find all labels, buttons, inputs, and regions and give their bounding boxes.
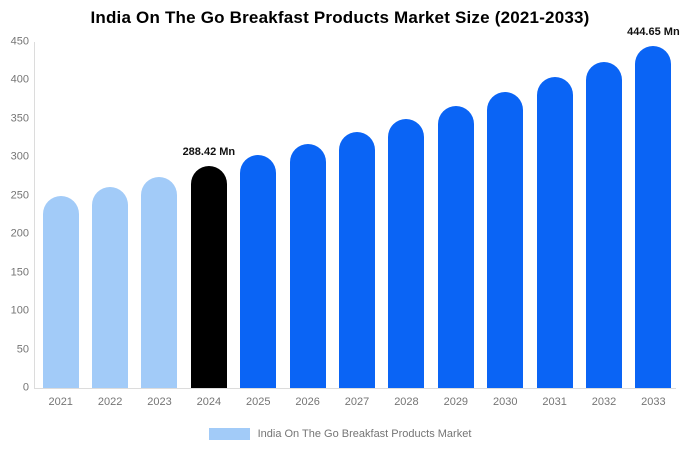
bar-column-2021 [36,42,85,388]
bar-column-2026 [283,42,332,388]
x-axis-label-2025: 2025 [246,396,271,408]
bar-column-2033: 444.65 Mn [627,27,680,388]
bar-2024 [190,166,227,388]
bar-2030 [487,92,524,388]
y-axis-label: 350 [10,112,29,125]
bar-2023 [141,176,178,388]
x-axis-label-2033: 2033 [641,396,666,408]
bar-2033 [635,46,672,388]
bar-column-2029 [431,42,480,388]
y-axis-label: 100 [10,304,29,317]
bar-2022 [92,186,129,388]
y-axis-label: 200 [10,227,29,240]
legend[interactable]: India On The Go Breakfast Products Marke… [0,428,680,440]
x-axis-label-2023: 2023 [147,396,172,408]
y-axis-label: 0 [22,381,29,394]
bar-2028 [388,119,425,388]
x-axis: 2021 2022 2023 2024 2025 2026 2027 2028 2029 2030… [36,396,678,408]
x-axis-label-2032: 2032 [591,396,617,408]
bar-2032 [585,62,622,388]
bar-column-2025 [234,42,283,388]
y-axis-label: 300 [10,150,29,163]
x-axis-label-2028: 2028 [394,396,419,408]
bar-column-2023 [135,42,184,388]
x-axis-label-2026: 2026 [295,396,320,408]
y-axis-label: 450 [10,35,29,48]
y-axis-label: 250 [10,189,29,202]
x-axis-label-2030: 2030 [492,396,518,408]
bar-column-2024: 288.42 Mn [182,42,236,388]
bar-column-2030 [481,42,530,388]
bar-column-2022 [85,42,134,388]
bar-2021 [42,196,79,388]
bar-2031 [536,77,573,388]
bar-2026 [289,143,326,388]
bar-column-2028 [382,42,431,388]
x-axis-line [34,388,676,389]
x-axis-label-2024: 2024 [196,396,222,408]
x-axis-label-2022: 2022 [97,396,123,408]
y-axis-label: 150 [10,266,29,279]
bar-2027 [339,131,376,388]
y-axis: 0 50 100 150 200 250 300 350 400 450 [0,36,29,393]
y-axis-line [34,42,35,388]
legend-label: India On The Go Breakfast Products Marke… [257,428,472,440]
x-axis-label-2021: 2021 [48,396,73,408]
x-axis-label-2029: 2029 [443,396,469,408]
bar-plot-area: 288.42 Mn 444.65 Mn [36,27,680,388]
y-axis-label: 50 [16,343,29,356]
bar-2029 [437,105,474,388]
bar-value-label-2024: 288.42 Mn [182,146,236,159]
x-axis-label-2031: 2031 [542,396,567,408]
bar-column-2027 [332,42,381,388]
x-axis-label-2027: 2027 [344,396,370,408]
bar-column-2031 [530,42,579,388]
legend-swatch [208,428,250,440]
y-axis-label: 400 [10,73,29,86]
bar-column-2032 [579,42,628,388]
bar-2025 [240,155,277,388]
chart-title: India On The Go Breakfast Products Marke… [90,8,590,27]
bar-value-label-2033: 444.65 Mn [627,26,680,39]
